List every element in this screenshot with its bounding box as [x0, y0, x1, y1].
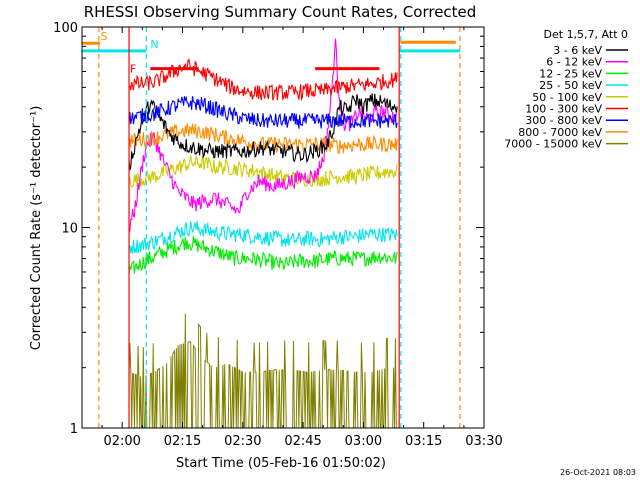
legend-header: Det 1,5,7, Att 0 [544, 28, 628, 41]
y-tick-label: 100 [53, 21, 78, 36]
legend-label: 50 - 100 keV [532, 91, 602, 104]
legend-label: 12 - 25 keV [539, 67, 602, 80]
footer-timestamp: 26-Oct-2021 08:03 [560, 468, 636, 477]
axis-layer: 02:00 02:15 02:30 02:45 03:00 03:15 03:30 1 10 10… [53, 21, 503, 449]
x-tick-label: 03:30 [465, 434, 502, 449]
series-layer [128, 38, 398, 429]
legend-label: 6 - 12 keV [546, 56, 602, 69]
series-line-100-300-kev [128, 58, 398, 102]
series-line-6-12-kev [128, 38, 398, 233]
series-line-3-6-kev [128, 93, 398, 171]
legend-label: 7000 - 15000 keV [504, 138, 602, 151]
legend-label: 800 - 7000 keV [518, 126, 602, 139]
x-tick-label: 02:30 [224, 434, 261, 449]
chart-title: RHESSI Observing Summary Count Rates, Co… [84, 3, 477, 21]
x-tick-label: 03:15 [405, 434, 442, 449]
x-tick-label: 03:00 [345, 434, 382, 449]
legend-label: 3 - 6 keV [553, 44, 602, 57]
annotation-label-n: N [150, 38, 158, 51]
series-line-800-7000-kev [128, 123, 398, 155]
series-line-25-50-kev [128, 221, 398, 254]
legend-label: 25 - 50 keV [539, 79, 602, 92]
series-line-50-100-kev [128, 155, 398, 188]
annotation-label-f: F [130, 63, 136, 76]
x-tick-label: 02:45 [284, 434, 321, 449]
x-tick-label: 02:00 [103, 434, 140, 449]
y-axis-label: Corrected Count Rate (s⁻¹ detector⁻¹) [29, 106, 44, 351]
x-axis-label: Start Time (05-Feb-16 01:50:02) [176, 456, 386, 471]
series-line-12-25-kev [128, 236, 398, 274]
y-tick-label: 10 [61, 222, 78, 237]
legend-label: 300 - 800 keV [525, 114, 602, 127]
y-tick-label: 1 [70, 422, 78, 437]
annotation-layer: S N F [82, 27, 461, 428]
x-tick-label: 02:15 [164, 434, 201, 449]
legend-label: 100 - 300 keV [525, 103, 602, 116]
annotation-label-s: S [100, 30, 107, 43]
series-line-300-800-kev [128, 95, 398, 129]
